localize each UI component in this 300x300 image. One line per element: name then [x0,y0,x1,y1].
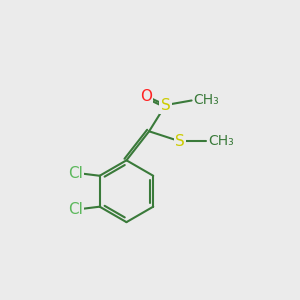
Text: CH₃: CH₃ [208,134,234,148]
Text: Cl: Cl [68,166,83,181]
Text: CH₃: CH₃ [193,94,219,107]
Text: S: S [160,98,170,112]
Text: Cl: Cl [68,202,83,217]
Text: O: O [140,88,152,104]
Text: S: S [175,134,185,149]
